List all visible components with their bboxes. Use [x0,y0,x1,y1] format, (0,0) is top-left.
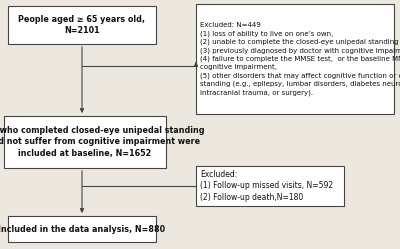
FancyBboxPatch shape [8,6,156,44]
Text: Included in the data analysis, N=880: Included in the data analysis, N=880 [0,225,166,234]
Text: People who completed closed-eye unipedal standing
and did not suffer from cognit: People who completed closed-eye unipedal… [0,126,204,158]
FancyBboxPatch shape [4,116,166,168]
FancyBboxPatch shape [8,216,156,242]
Text: Excluded:
(1) Follow-up missed visits, N=592
(2) Follow-up death,N=180: Excluded: (1) Follow-up missed visits, N… [200,170,333,202]
Text: People aged ≥ 65 years old,
N=2101: People aged ≥ 65 years old, N=2101 [18,15,146,35]
FancyBboxPatch shape [196,166,344,206]
FancyBboxPatch shape [196,4,394,114]
Text: Excluded: N=449
(1) loss of ability to live on one’s own,
(2) unable to complete: Excluded: N=449 (1) loss of ability to l… [200,22,400,96]
